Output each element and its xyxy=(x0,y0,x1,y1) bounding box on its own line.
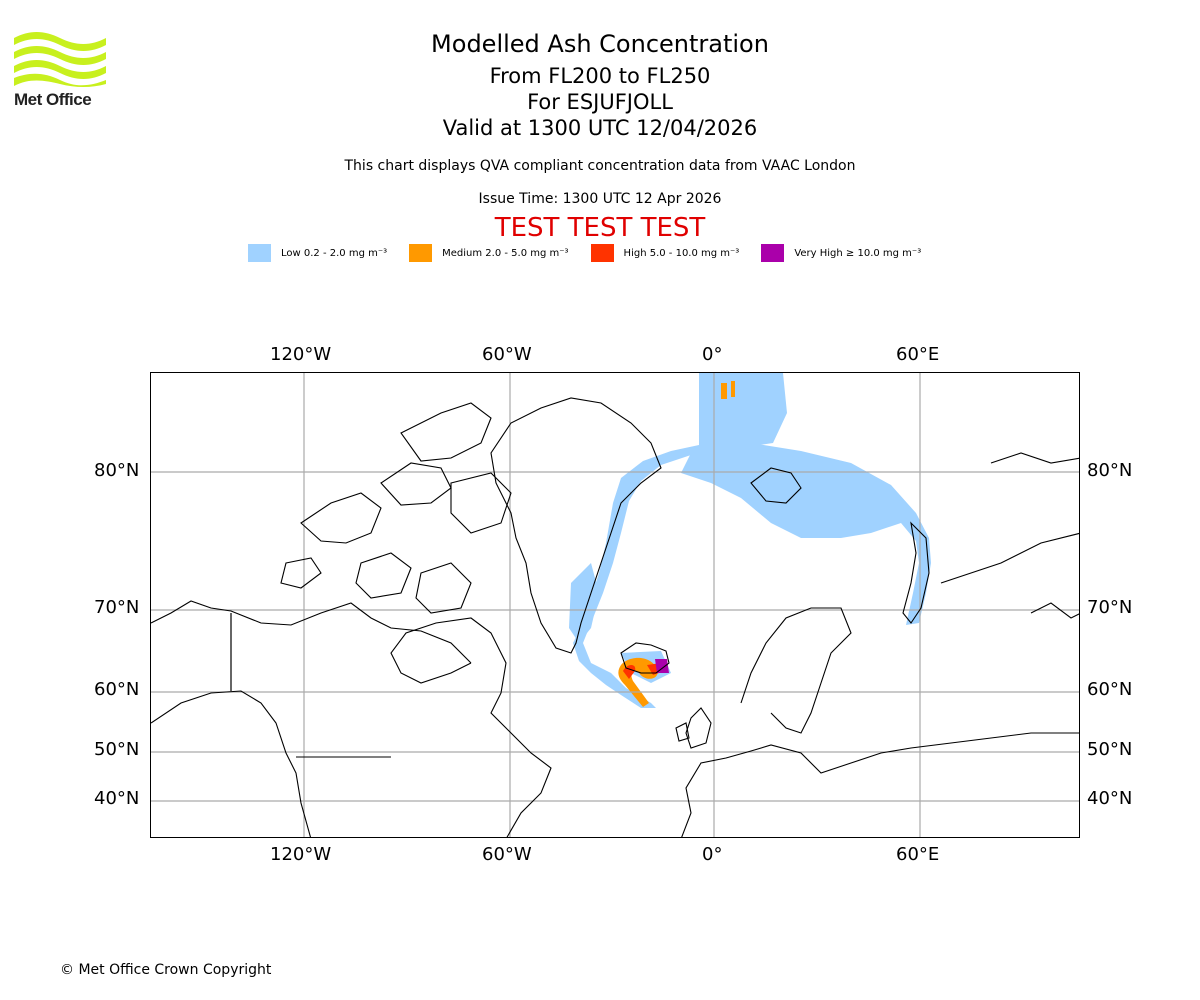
lat-label-right: 80°N xyxy=(1087,460,1133,481)
valid-time: Valid at 1300 UTC 12/04/2026 xyxy=(442,116,758,140)
lon-label-top: 60°E xyxy=(896,344,940,365)
ash-very-high-region xyxy=(655,659,669,673)
lat-label-left: 80°N xyxy=(94,460,140,481)
lon-label-bottom: 0° xyxy=(702,844,723,865)
legend-swatch xyxy=(248,244,271,262)
legend-swatch xyxy=(590,244,614,262)
lat-label-right: 50°N xyxy=(1087,739,1133,760)
legend-swatch xyxy=(409,244,433,262)
lon-label-bottom: 60°E xyxy=(896,844,940,865)
legend: Low 0.2 - 2.0 mg m⁻³ Medium 2.0 - 5.0 mg… xyxy=(248,243,943,263)
legend-item-high: High 5.0 - 10.0 mg m⁻³ xyxy=(590,244,740,262)
logo-text: Met Office xyxy=(14,90,92,109)
chart-title: Modelled Ash Concentration xyxy=(431,30,769,58)
issue-time: Issue Time: 1300 UTC 12 Apr 2026 xyxy=(478,191,722,207)
coastlines xyxy=(151,397,1079,837)
flight-levels: From FL200 to FL250 xyxy=(489,64,711,88)
lon-label-top: 60°W xyxy=(482,344,532,365)
legend-label: High 5.0 - 10.0 mg m⁻³ xyxy=(623,247,740,259)
legend-label: Low 0.2 - 2.0 mg m⁻³ xyxy=(281,247,388,259)
test-banner: TEST TEST TEST xyxy=(494,213,706,243)
lat-label-left: 70°N xyxy=(94,597,140,618)
legend-swatch xyxy=(761,244,785,262)
met-office-logo: Met Office xyxy=(14,30,106,112)
lat-label-right: 60°N xyxy=(1087,679,1133,700)
map-canvas xyxy=(151,373,1079,837)
graticule xyxy=(151,373,1079,837)
legend-label: Medium 2.0 - 5.0 mg m⁻³ xyxy=(442,247,569,259)
copyright: © Met Office Crown Copyright xyxy=(60,962,272,978)
lat-label-right: 70°N xyxy=(1087,597,1133,618)
lon-label-top: 120°W xyxy=(270,344,332,365)
logo-waves-icon xyxy=(14,32,106,87)
lat-label-right: 40°N xyxy=(1087,788,1133,809)
lon-label-bottom: 60°W xyxy=(482,844,532,865)
volcano-name: For ESJUFJOLL xyxy=(527,90,673,114)
map-panel[interactable] xyxy=(150,372,1080,838)
lon-label-top: 0° xyxy=(702,344,723,365)
legend-label: Very High ≥ 10.0 mg m⁻³ xyxy=(794,247,922,259)
legend-item-low: Low 0.2 - 2.0 mg m⁻³ xyxy=(248,244,387,262)
lon-label-bottom: 120°W xyxy=(270,844,332,865)
lat-label-left: 40°N xyxy=(94,788,140,809)
lat-label-left: 60°N xyxy=(94,679,140,700)
legend-item-very-high: Very High ≥ 10.0 mg m⁻³ xyxy=(761,244,921,262)
ash-low-region xyxy=(569,373,931,708)
chart-description: This chart displays QVA compliant concen… xyxy=(344,158,856,174)
legend-item-medium: Medium 2.0 - 5.0 mg m⁻³ xyxy=(409,244,569,262)
lat-label-left: 50°N xyxy=(94,739,140,760)
